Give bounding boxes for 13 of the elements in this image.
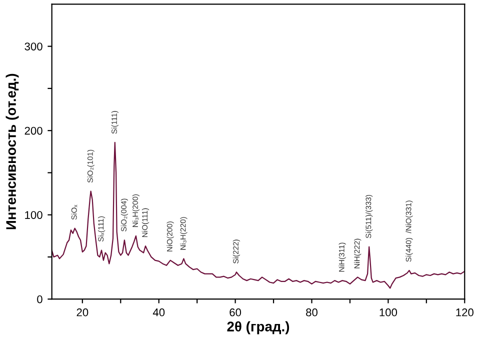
line-series — [52, 142, 465, 289]
y-tick-label: 200 — [24, 126, 42, 135]
x-tick-label: 60 — [230, 308, 242, 316]
x-tick-label: 40 — [152, 308, 165, 316]
x-axis-title: 2θ (град.) — [227, 321, 290, 334]
y-axis-title: Интенсивность (от.ед.) — [6, 74, 19, 230]
y-tick-label: 0 — [37, 295, 42, 304]
y-tick-label: 100 — [25, 211, 42, 219]
x-tick-label: 80 — [306, 308, 318, 316]
y-tick-label: 300 — [24, 42, 42, 50]
x-tick-label: 20 — [76, 308, 88, 316]
x-tick-label: 100 — [380, 308, 398, 316]
x-tick-label: 120 — [456, 308, 474, 316]
